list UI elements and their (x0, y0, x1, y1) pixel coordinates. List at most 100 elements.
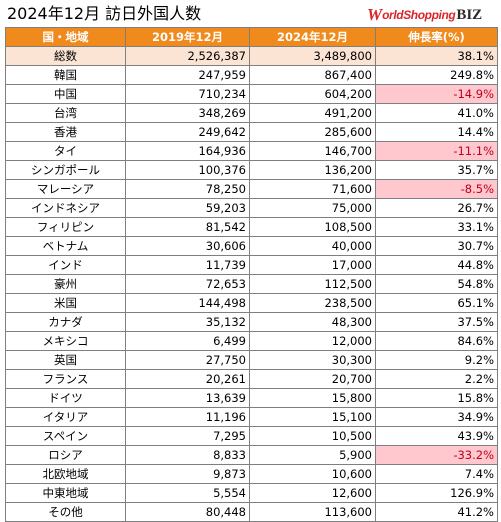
col-header-growth: 伸長率(%) (375, 27, 498, 47)
value-2024-cell: 10,600 (249, 464, 376, 484)
table-row: 米国 144,498 238,500 65.1% (5, 293, 498, 313)
value-2019-cell: 35,132 (125, 312, 250, 332)
value-2024-cell: 15,100 (249, 407, 376, 427)
logo-text: orldShopping (382, 7, 456, 22)
logo-mark: W (367, 4, 383, 24)
region-cell: フランス (5, 369, 126, 389)
value-2019-cell: 2,526,387 (125, 46, 250, 66)
table-row: 香港 249,642 285,600 14.4% (5, 122, 498, 142)
region-cell: ドイツ (5, 388, 126, 408)
value-2024-cell: 112,500 (249, 274, 376, 294)
value-2024-cell: 5,900 (249, 445, 376, 465)
value-2024-cell: 113,600 (249, 502, 376, 522)
growth-cell: 65.1% (375, 293, 498, 313)
value-2019-cell: 59,203 (125, 198, 250, 218)
region-cell: 中東地域 (5, 483, 126, 503)
table-row: 北欧地域 9,873 10,600 7.4% (5, 464, 498, 484)
value-2019-cell: 72,653 (125, 274, 250, 294)
table-row: インドネシア 59,203 75,000 26.7% (5, 198, 498, 218)
value-2024-cell: 146,700 (249, 141, 376, 161)
table-body: 総数 2,526,387 3,489,800 38.1% 韓国 247,959 867,40… (5, 46, 498, 522)
region-cell: スペイン (5, 426, 126, 446)
region-cell: フィリピン (5, 217, 126, 237)
region-cell: メキシコ (5, 331, 126, 351)
table-row: カナダ 35,132 48,300 37.5% (5, 312, 498, 332)
header: 2024年12月 訪日外国人数 WorldShoppingBIZ (0, 0, 501, 27)
growth-cell: 9.2% (375, 350, 498, 370)
value-2024-cell: 867,400 (249, 65, 376, 85)
table-row: 英国 27,750 30,300 9.2% (5, 350, 498, 370)
value-2019-cell: 710,234 (125, 84, 250, 104)
value-2019-cell: 30,606 (125, 236, 250, 256)
value-2024-cell: 491,200 (249, 103, 376, 123)
growth-cell: 7.4% (375, 464, 498, 484)
value-2024-cell: 30,300 (249, 350, 376, 370)
growth-cell: 14.4% (375, 122, 498, 142)
value-2019-cell: 8,833 (125, 445, 250, 465)
region-cell: 総数 (5, 46, 126, 66)
growth-cell: 35.7% (375, 160, 498, 180)
growth-cell: 34.9% (375, 407, 498, 427)
visitor-table: 国・地域 2019年12月 2024年12月 伸長率(%) 総数 2,526,38… (5, 27, 498, 522)
growth-cell: -14.9% (375, 84, 498, 104)
region-cell: 台湾 (5, 103, 126, 123)
value-2019-cell: 13,639 (125, 388, 250, 408)
table-row: 韓国 247,959 867,400 249.8% (5, 65, 498, 85)
value-2024-cell: 238,500 (249, 293, 376, 313)
region-cell: シンガポール (5, 160, 126, 180)
growth-cell: 30.7% (375, 236, 498, 256)
growth-cell: -33.2% (375, 445, 498, 465)
growth-cell: 41.0% (375, 103, 498, 123)
value-2024-cell: 48,300 (249, 312, 376, 332)
value-2024-cell: 285,600 (249, 122, 376, 142)
region-cell: タイ (5, 141, 126, 161)
region-cell: 北欧地域 (5, 464, 126, 484)
value-2019-cell: 11,739 (125, 255, 250, 275)
growth-cell: 33.1% (375, 217, 498, 237)
growth-cell: 43.9% (375, 426, 498, 446)
value-2019-cell: 78,250 (125, 179, 250, 199)
col-header-2024: 2024年12月 (249, 27, 376, 47)
value-2024-cell: 75,000 (249, 198, 376, 218)
growth-cell: -8.5% (375, 179, 498, 199)
value-2019-cell: 6,499 (125, 331, 250, 351)
region-cell: その他 (5, 502, 126, 522)
value-2024-cell: 12,000 (249, 331, 376, 351)
growth-cell: 2.2% (375, 369, 498, 389)
value-2024-cell: 108,500 (249, 217, 376, 237)
table-row: メキシコ 6,499 12,000 84.6% (5, 331, 498, 351)
table-row-total: 総数 2,526,387 3,489,800 38.1% (5, 46, 498, 66)
col-header-2019: 2019年12月 (125, 27, 250, 47)
value-2024-cell: 136,200 (249, 160, 376, 180)
region-cell: 香港 (5, 122, 126, 142)
value-2019-cell: 348,269 (125, 103, 250, 123)
value-2019-cell: 80,448 (125, 502, 250, 522)
worldshopping-biz-logo[interactable]: WorldShoppingBIZ (367, 4, 497, 24)
value-2019-cell: 249,642 (125, 122, 250, 142)
value-2024-cell: 10,500 (249, 426, 376, 446)
growth-cell: 84.6% (375, 331, 498, 351)
region-cell: 中国 (5, 84, 126, 104)
table-row: シンガポール 100,376 136,200 35.7% (5, 160, 498, 180)
table-row: ベトナム 30,606 40,000 30.7% (5, 236, 498, 256)
growth-cell: 41.2% (375, 502, 498, 522)
value-2019-cell: 100,376 (125, 160, 250, 180)
table-row: 台湾 348,269 491,200 41.0% (5, 103, 498, 123)
value-2019-cell: 247,959 (125, 65, 250, 85)
region-cell: インド (5, 255, 126, 275)
growth-cell: 54.8% (375, 274, 498, 294)
value-2019-cell: 9,873 (125, 464, 250, 484)
region-cell: 韓国 (5, 65, 126, 85)
growth-cell: 37.5% (375, 312, 498, 332)
table-row: タイ 164,936 146,700 -11.1% (5, 141, 498, 161)
value-2024-cell: 3,489,800 (249, 46, 376, 66)
table-row: マレーシア 78,250 71,600 -8.5% (5, 179, 498, 199)
table-header-row: 国・地域 2019年12月 2024年12月 伸長率(%) (5, 27, 498, 47)
value-2019-cell: 7,295 (125, 426, 250, 446)
region-cell: 豪州 (5, 274, 126, 294)
growth-cell: 249.8% (375, 65, 498, 85)
value-2024-cell: 20,700 (249, 369, 376, 389)
page-title: 2024年12月 訪日外国人数 (7, 4, 202, 23)
value-2019-cell: 27,750 (125, 350, 250, 370)
region-cell: イタリア (5, 407, 126, 427)
